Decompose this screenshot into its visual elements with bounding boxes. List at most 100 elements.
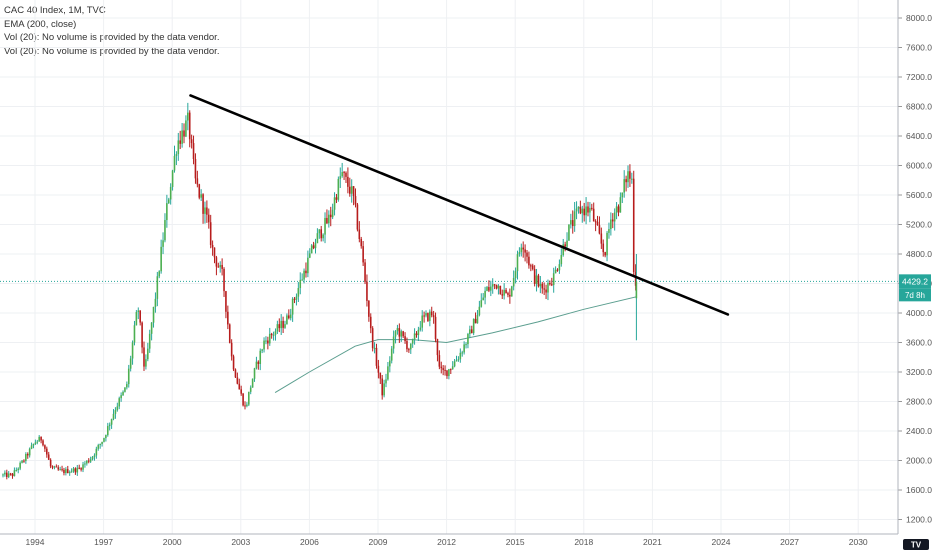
candle-body	[596, 221, 599, 226]
candle-body	[299, 279, 302, 289]
candle-body	[413, 333, 416, 340]
candle-body	[556, 269, 559, 271]
candle-body	[131, 342, 134, 359]
candle-body	[139, 310, 141, 323]
candles	[2, 102, 638, 480]
candle-body	[21, 460, 23, 463]
candle-body	[331, 209, 334, 218]
candle-body	[520, 247, 523, 253]
candle-body	[198, 184, 201, 198]
candle-body	[147, 348, 149, 360]
candle-body	[398, 328, 401, 337]
candle-body	[103, 438, 105, 442]
candle-body	[442, 368, 444, 370]
candle-body	[267, 340, 269, 344]
candle-body	[587, 206, 589, 213]
candle-body	[276, 324, 279, 332]
candle-body	[549, 282, 551, 285]
candle-body	[505, 289, 507, 294]
candle-body	[65, 469, 67, 474]
candle-body	[227, 311, 229, 325]
candle-body	[314, 243, 317, 249]
candle-body	[55, 466, 58, 468]
candle-body	[621, 192, 624, 198]
candle-body	[535, 275, 538, 284]
candle-body	[600, 233, 603, 244]
candle-body	[371, 328, 374, 349]
candle-body	[286, 315, 288, 325]
candle-body	[339, 176, 342, 179]
candle-body	[491, 284, 494, 287]
y-tick-label: 5600.0	[906, 190, 932, 200]
candle-body	[591, 207, 593, 209]
candle-body	[335, 197, 338, 200]
candle-body	[518, 252, 521, 255]
candle-body	[196, 178, 199, 185]
candle-body	[598, 225, 601, 234]
candle-body	[5, 472, 8, 477]
candle-body	[522, 247, 525, 250]
candle-body	[592, 208, 595, 222]
candle-body	[467, 334, 469, 345]
candle-body	[594, 221, 597, 223]
candle-body	[242, 393, 244, 406]
candle-body	[495, 284, 498, 289]
candle-body	[11, 473, 14, 477]
candle-body	[566, 240, 568, 247]
candle-body	[89, 459, 92, 462]
candle-body	[249, 387, 252, 392]
candle-body	[608, 229, 610, 233]
candle-body	[72, 468, 75, 472]
candle-body	[23, 460, 25, 462]
candle-body	[322, 234, 324, 239]
candle-body	[225, 291, 227, 312]
candle-body	[516, 254, 519, 272]
candle-body	[383, 383, 385, 396]
candle-body	[59, 469, 61, 471]
candle-body	[219, 264, 222, 268]
candle-body	[253, 368, 256, 379]
x-tick-label: 2006	[300, 537, 319, 547]
candle-body	[343, 172, 345, 174]
candle-body	[604, 252, 606, 256]
candle-body	[364, 262, 366, 282]
candle-body	[66, 469, 69, 474]
candle-body	[419, 327, 422, 330]
candle-body	[53, 466, 56, 468]
candle-body	[261, 349, 263, 351]
candle-body	[143, 347, 145, 367]
candle-body	[221, 264, 223, 269]
candle-body	[611, 219, 614, 222]
candle-body	[70, 471, 73, 473]
x-tick-label: 2018	[574, 537, 593, 547]
candle-body	[528, 256, 530, 266]
candle-body	[7, 473, 10, 477]
candle-body	[318, 229, 321, 234]
candle-body	[390, 348, 393, 361]
candle-body	[259, 350, 262, 364]
candle-body	[543, 288, 545, 290]
candle-body	[402, 331, 404, 337]
candle-body	[493, 284, 496, 286]
candle-body	[369, 316, 372, 329]
candle-body	[425, 313, 427, 316]
candle-body	[366, 281, 368, 301]
candle-body	[112, 413, 115, 420]
candle-body	[305, 270, 307, 274]
candle-body	[368, 300, 370, 317]
last-price-text: 4429.2	[902, 276, 928, 286]
candle-body	[326, 217, 328, 224]
candle-body	[627, 171, 629, 183]
candle-body	[301, 279, 303, 281]
candle-body	[116, 406, 119, 411]
candle-body	[34, 442, 37, 444]
y-tick-label: 8000.0	[906, 13, 932, 23]
candle-body	[348, 186, 351, 194]
candle-body	[415, 333, 418, 336]
legend: CAC 40 Index, 1M, TVC EMA (200, close) V…	[4, 4, 219, 58]
candle-body	[575, 208, 578, 212]
candle-body	[564, 244, 566, 247]
countdown-text: 7d 8h	[905, 291, 925, 300]
candle-body	[57, 467, 60, 470]
